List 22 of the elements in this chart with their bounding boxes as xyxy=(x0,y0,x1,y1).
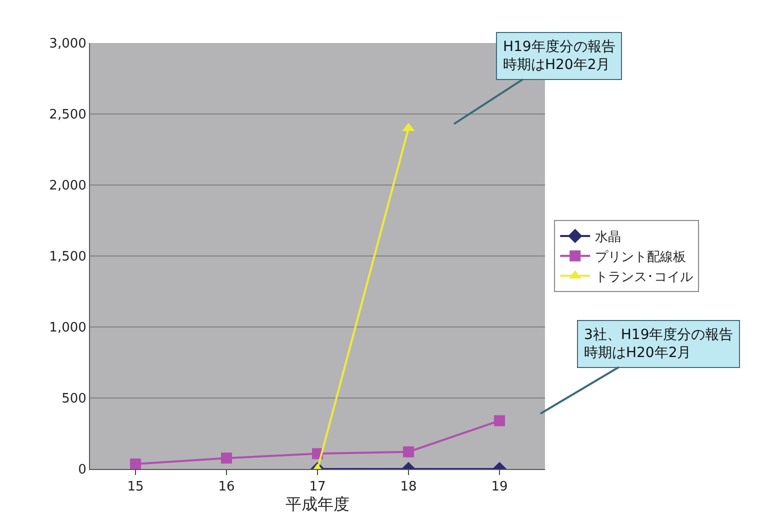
x-tick-label: 17 xyxy=(309,480,326,495)
point xyxy=(494,415,505,426)
legend-label: プリント配線板 xyxy=(595,250,686,265)
y-tick-label: 0 xyxy=(78,462,86,478)
x-tick-label: 18 xyxy=(400,480,417,495)
y-tick-label: 1,500 xyxy=(49,250,86,265)
x-tick-label: 19 xyxy=(491,480,508,495)
y-tick-label: 2,500 xyxy=(49,108,86,123)
y-tick-label: 2,000 xyxy=(49,178,86,194)
point xyxy=(221,452,232,464)
y-tick-label: 3,000 xyxy=(49,36,86,52)
annotation: H19年度分の報告時期はH20年2月 xyxy=(503,39,616,74)
x-tick-label: 15 xyxy=(127,480,144,495)
point xyxy=(403,446,414,458)
y-tick-label: 1,000 xyxy=(49,320,86,336)
x-tick-label: 16 xyxy=(218,480,235,495)
point xyxy=(130,458,141,469)
x-axis-title: 平成年度 xyxy=(286,494,350,514)
legend-label: 水晶 xyxy=(595,230,622,246)
text: 3社、H19年度分の報告時期はH20年2月 xyxy=(584,327,734,362)
legend-label: トランス･コイル xyxy=(595,270,694,285)
y-tick-label: 500 xyxy=(62,392,86,407)
